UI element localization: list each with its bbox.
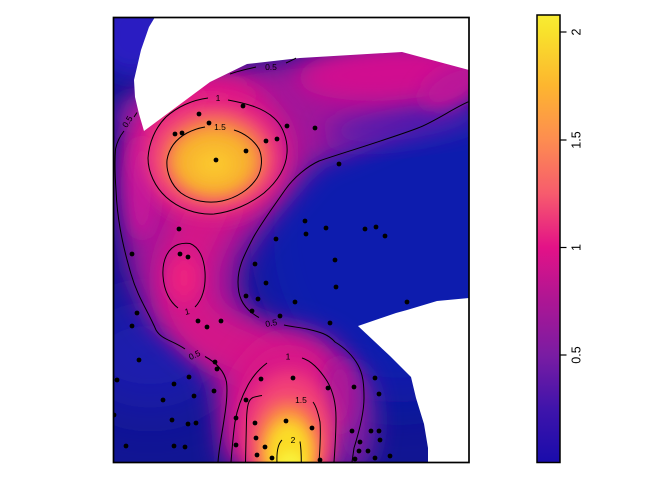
svg-text:1: 1	[184, 306, 191, 317]
svg-text:1.5: 1.5	[569, 131, 583, 148]
svg-text:2: 2	[569, 28, 583, 35]
svg-text:0.5: 0.5	[264, 317, 278, 329]
svg-text:1: 1	[286, 352, 291, 362]
svg-text:1: 1	[216, 93, 221, 103]
svg-text:0.5: 0.5	[187, 348, 202, 362]
svg-text:1.5: 1.5	[214, 122, 226, 132]
svg-text:2: 2	[291, 435, 296, 445]
svg-text:0.5: 0.5	[265, 62, 277, 72]
svg-text:1: 1	[569, 244, 583, 251]
svg-text:1.5: 1.5	[295, 395, 307, 405]
svg-text:0.5: 0.5	[569, 346, 583, 363]
